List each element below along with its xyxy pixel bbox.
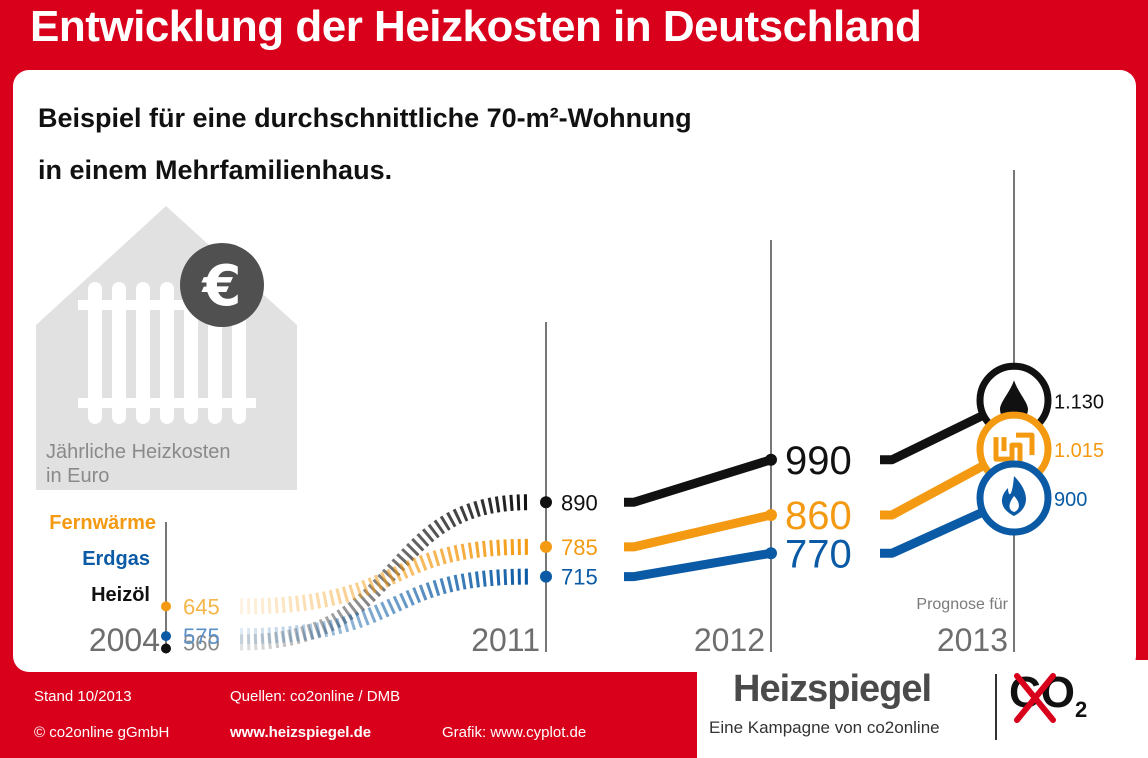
series-layer: 560 890 990 1.130 645 785 860 1.015 575 715 770 900 bbox=[161, 362, 1104, 656]
point-erdgas-2011 bbox=[540, 570, 552, 583]
value-label-fernwaerme-2012: 860 bbox=[785, 494, 852, 538]
brand-claim: Eine Kampagne von co2online bbox=[709, 718, 940, 737]
value-label-heizoel-2004: 560 bbox=[183, 631, 220, 656]
series-heizoel: 560 890 990 1.130 bbox=[161, 391, 1104, 656]
series-legend: Fernwärme Erdgas Heizöl bbox=[49, 512, 156, 606]
co2-cross-icon bbox=[1014, 673, 1056, 723]
series-line-fernwaerme-2004-2011 bbox=[239, 538, 529, 615]
year-label-2011: 2011 bbox=[471, 622, 540, 658]
footer-grafik: Grafik: www.cyplot.de bbox=[442, 724, 587, 741]
series-fernwaerme: 645 785 860 1.015 bbox=[161, 440, 1104, 619]
legend-heizoel: Heizöl bbox=[91, 584, 150, 606]
point-erdgas-2004 bbox=[161, 631, 171, 642]
subtitle-line2: in einem Mehrfamilienhaus. bbox=[38, 155, 393, 185]
point-fernwaerme-2004 bbox=[161, 601, 171, 612]
point-fernwaerme-2011 bbox=[540, 540, 552, 553]
point-erdgas-2012 bbox=[765, 547, 777, 560]
euro-icon: € bbox=[180, 243, 264, 327]
house-illustration: € Jährliche Heizkosten in Euro bbox=[36, 206, 297, 490]
value-label-fernwaerme-2004: 645 bbox=[183, 594, 220, 619]
series-line-fernwaerme-2011-2012 bbox=[624, 510, 773, 552]
value-label-erdgas-2013: 900 bbox=[1054, 489, 1087, 511]
house-caption-line1: Jährliche Heizkosten bbox=[46, 441, 231, 463]
house-caption-line2: in Euro bbox=[46, 465, 109, 487]
year-axis: 2004 2011 2012 2013 Prognose für bbox=[89, 170, 1015, 658]
point-heizoel-2012 bbox=[765, 453, 777, 466]
legend-fernwaerme: Fernwärme bbox=[49, 512, 156, 534]
series-line-erdgas-2011-2012 bbox=[624, 548, 772, 582]
page-title: Entwicklung der Heizkosten in Deutschlan… bbox=[30, 2, 922, 51]
value-label-heizoel-2013: 1.130 bbox=[1054, 391, 1104, 413]
brand-box: Heizspiegel Eine Kampagne von co2online … bbox=[697, 660, 1148, 758]
prognose-label: Prognose für bbox=[916, 596, 1008, 613]
footer-website-link[interactable]: www.heizspiegel.de bbox=[230, 724, 372, 741]
value-label-fernwaerme-2013: 1.015 bbox=[1054, 440, 1104, 462]
value-label-erdgas-2012: 770 bbox=[785, 532, 852, 576]
series-line-heizoel-2004-2011 bbox=[239, 494, 529, 651]
value-label-erdgas-2004: 575 bbox=[183, 624, 220, 649]
series-line-erdgas-2012-2013 bbox=[880, 493, 1016, 558]
footer-quellen: Quellen: co2online / DMB bbox=[230, 688, 401, 705]
series-erdgas: 575 715 770 900 bbox=[161, 489, 1087, 649]
series-line-erdgas-2004-2011 bbox=[239, 568, 529, 645]
value-label-fernwaerme-2011: 785 bbox=[561, 535, 598, 560]
brand-name: Heizspiegel bbox=[733, 668, 932, 710]
brand-divider bbox=[995, 674, 997, 740]
year-label-2004: 2004 bbox=[89, 622, 160, 658]
series-line-fernwaerme-2012-2013 bbox=[880, 445, 1017, 520]
legend-erdgas: Erdgas bbox=[82, 548, 150, 570]
chart-subtitle: Beispiel für eine durchschnittliche 70-m… bbox=[38, 92, 692, 196]
footer-copyright: © co2online gGmbH bbox=[34, 724, 170, 741]
year-label-2013: 2013 bbox=[937, 622, 1008, 658]
value-label-heizoel-2011: 890 bbox=[561, 490, 598, 515]
point-heizoel-2011 bbox=[540, 496, 552, 509]
gas-flame-icon bbox=[976, 460, 1052, 536]
subtitle-line1: Beispiel für eine durchschnittliche 70-m… bbox=[38, 103, 692, 133]
year-label-2012: 2012 bbox=[694, 622, 765, 658]
series-line-heizoel-2011-2012 bbox=[624, 455, 773, 507]
svg-text:€: € bbox=[201, 254, 242, 319]
value-label-erdgas-2011: 715 bbox=[561, 565, 598, 590]
point-fernwaerme-2012 bbox=[765, 509, 777, 521]
series-line-heizoel-2012-2013 bbox=[880, 396, 1016, 465]
value-label-heizoel-2012: 990 bbox=[785, 439, 852, 483]
point-heizoel-2004 bbox=[161, 643, 171, 654]
footer-stand: Stand 10/2013 bbox=[34, 688, 132, 705]
co2-subscript: 2 bbox=[1075, 696, 1088, 722]
